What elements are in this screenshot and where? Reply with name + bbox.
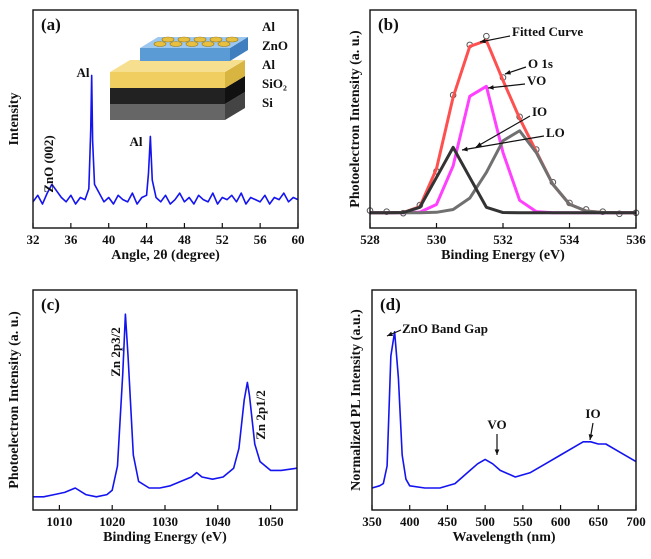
- arrow-head: [462, 147, 468, 152]
- x-tick-label: 44: [140, 232, 154, 247]
- x-tick-label: 700: [626, 514, 646, 529]
- panel-label: (c): [41, 295, 60, 314]
- annotation: Zn 2p3/2: [108, 327, 123, 377]
- x-tick-label: 32: [27, 232, 40, 247]
- plot-frame: [370, 10, 636, 228]
- series-label: IO: [532, 104, 547, 119]
- y-axis-label: Intensity: [7, 93, 22, 146]
- y-axis-label: Photoelectron Intensity (a. u.): [348, 30, 363, 208]
- x-tick-label: 1020: [99, 514, 125, 529]
- inset-label: Al: [262, 19, 275, 34]
- panel-label: (b): [378, 15, 399, 34]
- y-axis-label: Normalized PL Intensity (a.u.): [349, 309, 364, 491]
- x-tick-label: 1050: [258, 514, 284, 529]
- x-axis-label: Binding Energy (eV): [441, 248, 565, 263]
- data-line: [370, 147, 636, 212]
- panel-label: (d): [380, 295, 401, 314]
- inset-label: Si: [262, 95, 273, 110]
- series-label: Fitted Curve: [512, 24, 583, 39]
- data-line: [370, 86, 636, 212]
- si-layer: [110, 104, 225, 120]
- al-top: [110, 60, 245, 72]
- x-tick-label: 52: [216, 232, 229, 247]
- annotation: Al: [130, 134, 143, 149]
- inset-label: Al: [262, 57, 275, 72]
- arrow-head: [589, 434, 594, 440]
- data-line: [370, 41, 636, 213]
- zno-layer: [140, 48, 230, 61]
- x-tick-label: 550: [513, 514, 533, 529]
- al-layer: [110, 72, 225, 88]
- x-tick-label: 60: [292, 232, 305, 247]
- x-tick-label: 500: [475, 514, 495, 529]
- x-axis-label: Angle, 2θ (degree): [111, 248, 220, 263]
- sio2-layer: [110, 88, 225, 104]
- y-axis-label: Photoelectron Intensity (a. u.): [7, 311, 22, 489]
- x-tick-label: 532: [493, 232, 513, 247]
- x-axis-label: Wavelength (nm): [452, 530, 555, 545]
- x-tick-label: 534: [560, 232, 580, 247]
- inset-label: SiO₂: [262, 76, 287, 91]
- x-tick-label: 600: [551, 514, 571, 529]
- x-tick-label: 36: [64, 232, 78, 247]
- arrow-head: [495, 449, 500, 455]
- inset-diagram: [110, 37, 248, 120]
- x-tick-label: 1030: [152, 514, 178, 529]
- inset-label: ZnO: [262, 38, 288, 53]
- x-tick-label: 1010: [46, 514, 72, 529]
- x-tick-label: 450: [438, 514, 458, 529]
- annotation: ZnO (002): [41, 135, 56, 192]
- x-tick-label: 400: [400, 514, 420, 529]
- x-tick-label: 536: [626, 232, 646, 247]
- x-tick-label: 56: [254, 232, 268, 247]
- annotation: Al: [77, 65, 90, 80]
- x-tick-label: 530: [427, 232, 447, 247]
- annotation: ZnO Band Gap: [402, 321, 488, 336]
- x-tick-label: 48: [178, 232, 192, 247]
- x-tick-label: 650: [589, 514, 609, 529]
- series-label: O 1s: [528, 56, 553, 71]
- annotation: VO: [487, 417, 506, 432]
- data-point: [484, 33, 490, 39]
- figure: 32 36 40 44 48 52 56 60 Angle, 2θ (degree) Intens…: [0, 0, 651, 559]
- x-tick-label: 40: [102, 232, 115, 247]
- panel: 1010 1020 1030 1040 1050 Binding Energy (eV) P…: [7, 290, 297, 545]
- arrow-head: [505, 70, 511, 74]
- series-label: VO: [527, 73, 546, 88]
- panel-label: (a): [41, 15, 61, 34]
- series-label: LO: [546, 125, 565, 140]
- x-tick-label: 1040: [205, 514, 231, 529]
- annotation: IO: [585, 406, 600, 421]
- x-tick-label: 528: [360, 232, 380, 247]
- annotation: Zn 2p1/2: [253, 390, 268, 440]
- panel: 350 400 450 500 550 600 650 700 Wavelength (nm) N…: [349, 290, 646, 545]
- panel: 528 530 532 534 536 Binding Energy (eV) Photoe…: [348, 10, 646, 263]
- x-axis-label: Binding Energy (eV): [103, 530, 227, 545]
- x-tick-label: 350: [362, 514, 382, 529]
